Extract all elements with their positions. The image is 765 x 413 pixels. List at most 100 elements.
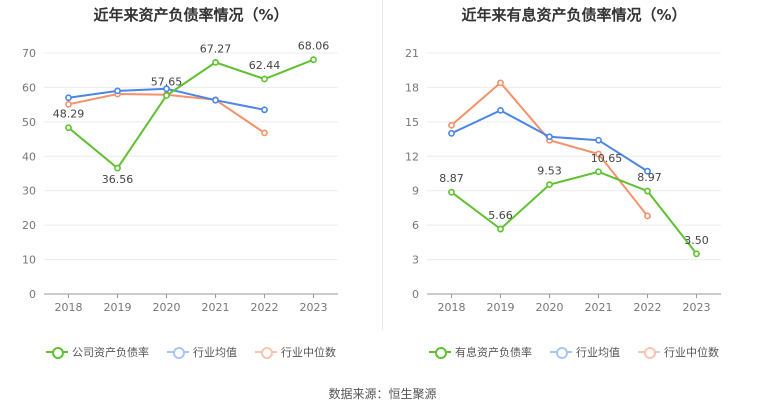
data-point [644, 212, 651, 220]
data-point [212, 96, 219, 104]
y-tick-label: 3 [412, 254, 419, 267]
data-label: 36.56 [102, 173, 134, 186]
legend-item-company[interactable]: 有息资产负债率 [429, 344, 532, 360]
legend-line-icon [255, 346, 277, 359]
data-point [65, 124, 72, 132]
legend-line-icon [167, 346, 189, 359]
data-label: 62.44 [249, 59, 281, 72]
data-point [114, 164, 121, 172]
data-point [595, 136, 602, 144]
series-line [68, 92, 266, 134]
legend-label: 行业均值 [576, 346, 620, 359]
data-point [163, 92, 170, 99]
chart-panel-debt-ratio: 近年来资产负债率情况（%） 0 10 20 30 40 50 60 70 2018 2019 202… [0, 0, 382, 370]
legend-line-icon [429, 346, 451, 359]
chart-plot-interest-debt-ratio: 0 3 6 9 12 15 18 21 2018 2019 2020 2021 2022 2023 8.87… [405, 47, 721, 314]
data-source: 数据来源：恒生聚源 [328, 387, 437, 401]
data-label: 8.97 [637, 171, 662, 184]
data-point [595, 168, 602, 176]
data-label: 68.06 [298, 40, 330, 53]
y-tick-label: 30 [22, 185, 36, 198]
y-tick-label: 0 [412, 288, 419, 301]
legend-line-icon [550, 346, 572, 359]
x-tick-label: 2018 [438, 301, 466, 314]
series-line [450, 170, 698, 255]
data-point [261, 129, 268, 137]
data-point [448, 188, 455, 196]
data-point [261, 75, 268, 83]
data-point [448, 121, 455, 129]
data-label: 48.29 [53, 108, 85, 121]
y-tick-label: 40 [22, 150, 36, 163]
data-label: 10.65 [591, 152, 623, 165]
data-point [644, 167, 651, 175]
legend-item-industry-median[interactable]: 行业中位数 [638, 344, 719, 360]
y-tick-label: 9 [412, 185, 419, 198]
x-tick-label: 2020 [153, 301, 181, 314]
chart-legend: 公司资产负债率 行业均值 行业中位数 [0, 344, 382, 360]
chart-title: 近年来资产负债率情况（%） [93, 6, 289, 24]
y-tick-label: 18 [405, 81, 419, 94]
y-tick-label: 12 [405, 150, 419, 163]
y-tick-label: 10 [22, 254, 36, 267]
series-line [67, 58, 314, 170]
legend-item-industry-median[interactable]: 行业中位数 [255, 344, 336, 360]
data-point [114, 87, 121, 95]
data-point [497, 79, 504, 87]
data-label: 8.87 [439, 172, 464, 185]
y-tick-label: 6 [412, 219, 419, 232]
data-point [644, 187, 651, 195]
data-label: 57.65 [151, 76, 183, 89]
x-tick-label: 2020 [536, 301, 564, 314]
legend-label: 公司资产负债率 [72, 346, 149, 359]
data-label: 9.53 [537, 165, 562, 178]
y-tick-label: 20 [22, 219, 36, 232]
x-tick-label: 2019 [487, 301, 515, 314]
data-point [497, 106, 504, 114]
data-point [497, 225, 504, 233]
legend-label: 行业中位数 [281, 346, 336, 359]
y-tick-label: 60 [22, 81, 36, 94]
data-point [163, 85, 170, 93]
data-label: 5.66 [488, 209, 513, 222]
data-point [212, 58, 219, 66]
data-point [595, 150, 602, 158]
y-tick-label: 50 [22, 116, 36, 129]
legend-line-icon [46, 346, 68, 359]
y-tick-label: 0 [29, 288, 36, 301]
x-tick-label: 2022 [251, 301, 279, 314]
x-tick-label: 2023 [683, 301, 711, 314]
data-point [448, 129, 455, 137]
legend-line-icon [638, 346, 660, 359]
legend-label: 有息资产负债率 [455, 346, 532, 359]
legend-label: 行业中位数 [664, 346, 719, 359]
chart-title: 近年来有息资产负债率情况（%） [461, 6, 687, 24]
legend-item-industry-mean[interactable]: 行业均值 [167, 344, 237, 360]
legend-item-company[interactable]: 公司资产负债率 [46, 344, 149, 360]
x-tick-label: 2022 [634, 301, 662, 314]
chart-plot-debt-ratio: 0 10 20 30 40 50 60 70 2018 2019 2020 2021 2022 2023 4… [22, 40, 338, 314]
x-tick-label: 2019 [104, 301, 132, 314]
legend-item-industry-mean[interactable]: 行业均值 [550, 344, 620, 360]
data-point [261, 106, 268, 114]
panel-divider [382, 0, 383, 330]
x-tick-label: 2023 [300, 301, 328, 314]
x-tick-label: 2021 [585, 301, 613, 314]
data-point [310, 56, 317, 64]
chart-legend: 有息资产负债率 行业均值 行业中位数 [383, 344, 765, 360]
y-tick-label: 15 [405, 116, 419, 129]
chart-panel-interest-debt-ratio: 近年来有息资产负债率情况（%） 0 3 6 9 12 15 18 21 2018 2019 2020… [383, 0, 765, 370]
x-tick-label: 2018 [55, 301, 83, 314]
data-point [546, 133, 553, 141]
legend-label: 行业均值 [193, 346, 237, 359]
x-tick-label: 2021 [202, 301, 230, 314]
data-point [65, 94, 72, 102]
series-line [450, 81, 649, 217]
data-point [693, 250, 700, 258]
data-label: 67.27 [200, 42, 232, 55]
data-point [65, 100, 72, 108]
y-tick-label: 70 [22, 47, 36, 60]
data-label: 3.50 [684, 234, 709, 247]
data-point [546, 181, 553, 189]
y-tick-label: 21 [405, 47, 419, 60]
